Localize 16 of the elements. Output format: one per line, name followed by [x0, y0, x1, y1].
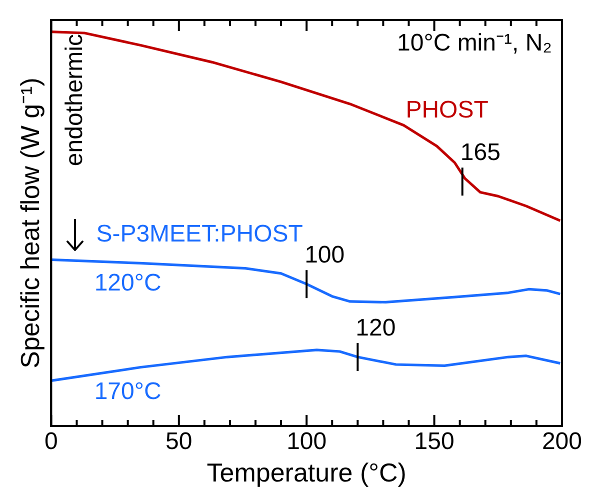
y-axis-title: Specific heat flow (W g⁻¹) [14, 78, 45, 368]
annotation: endothermic [60, 34, 88, 166]
annotation: S-P3MEET:PHOST [96, 220, 304, 248]
annotation: 120 [356, 314, 396, 342]
annotation: 10°C min⁻¹, N₂ [397, 30, 552, 57]
x-tick-label: 200 [542, 428, 582, 456]
annotation: 100 [304, 242, 345, 269]
series-label: 120°C [94, 270, 162, 297]
x-tick-label: 100 [286, 428, 327, 456]
series-label: PHOST [406, 96, 489, 124]
x-axis-title: Temperature (°C) [206, 458, 406, 488]
annotation: 165 [460, 139, 500, 166]
x-tick-label: 0 [44, 428, 58, 456]
x-tick-label: 50 [166, 428, 192, 456]
series-label: 170°C [94, 378, 162, 406]
x-tick-label: 150 [414, 428, 454, 456]
